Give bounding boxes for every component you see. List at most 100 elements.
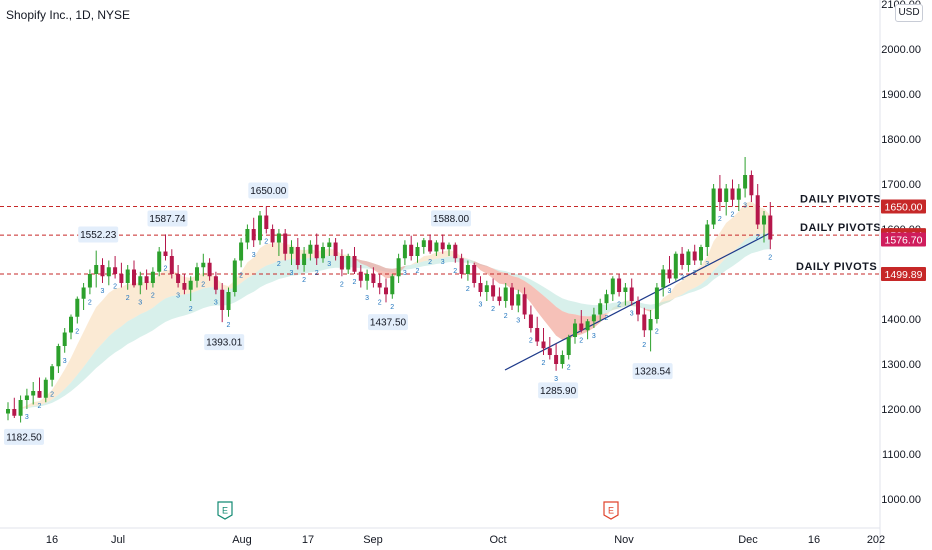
earnings-icon [217,501,233,520]
candle-body [289,247,294,254]
candle-body [692,251,697,261]
count-label: 3 [479,302,483,309]
candle-body [472,265,477,283]
count-label: 3 [630,311,634,318]
candle-body [94,265,99,274]
candle-body [762,215,766,225]
price-axis[interactable]: 1000.001100.001200.001300.001400.001500.… [881,0,926,506]
candle-body [213,276,218,290]
count-label: 2 [655,329,659,336]
candle-body [528,314,533,328]
candle-body [749,175,754,196]
candle-body [251,229,256,241]
candle-body [371,274,376,283]
candle-body [62,332,67,346]
candle-body [768,215,773,240]
candle-body [12,409,17,416]
candle-body [642,314,647,331]
candle-body [680,253,685,265]
count-label: 2 [491,306,495,313]
candle-body [711,188,716,225]
x-tick-label: 17 [302,534,314,546]
candle-body [717,188,722,202]
count-label: 3 [441,259,445,266]
candle-body [327,242,332,247]
candle-body [409,244,414,256]
count-label: 2 [340,281,344,288]
y-tick-label: 1900.00 [881,89,921,101]
candle-body [384,287,388,295]
count-label: 2 [88,299,92,306]
candle-body [629,287,634,301]
candle-body [276,233,281,243]
bearish-ma-band [644,308,651,312]
earnings-icon [603,501,619,520]
candle-body [566,337,571,355]
candle-body [447,244,451,250]
candle-body [510,287,514,306]
candle-body [239,242,244,261]
candle-body [396,258,401,277]
count-label: 2 [264,239,268,246]
x-tick-label: Dec [738,534,758,546]
candle-body [56,346,61,367]
candle-body [598,303,603,315]
candle-body [516,294,521,306]
candle-body [138,276,143,286]
y-tick-label: 1700.00 [881,179,921,191]
candle-body [648,319,653,331]
candle-body [132,269,136,286]
price-annotation-box [147,210,188,227]
pivot-label: DAILY PIVOTS [800,222,881,234]
y-tick-label: 1200.00 [881,404,921,416]
count-label: 2 [239,272,243,279]
count-label: 2 [605,315,609,322]
count-label: 2 [390,304,394,311]
candle-body [308,244,313,254]
candle-body [169,256,174,274]
count-label: 2 [416,268,420,275]
x-tick-label: Aug [232,534,252,546]
earnings-marker[interactable]: E [217,501,233,520]
price-annotation-box [632,363,673,380]
pivot-price-tag-bg [881,199,926,214]
count-label: 3 [668,288,672,295]
time-axis[interactable]: 16 Jul Aug 17 Sep Oct Nov Dec 16 202 [46,534,885,546]
price-annotation-box [538,382,579,399]
candle-body [503,287,508,301]
candle-body [673,253,678,279]
candle-body [484,285,489,292]
candle-body [75,298,80,317]
price-annotation-box [204,334,245,351]
price-annotation-box [248,182,289,199]
count-label: 2 [466,286,470,293]
earnings-marker[interactable]: E [603,501,619,520]
candle-body [428,240,433,252]
candle-body [547,348,552,355]
bearish-ma-band [354,258,405,279]
count-label: 2 [353,279,357,286]
candle-body [724,188,729,202]
currency-badge[interactable]: USD [895,4,923,22]
earnings-marker-text: E [608,506,614,516]
candle-body [81,287,86,299]
bearish-ma-band [474,261,607,340]
count-label: 2 [428,259,432,266]
count-label: 3 [176,293,180,300]
x-tick-label: 16 [46,534,58,546]
count-label: 3 [101,288,105,295]
candle-body [144,276,149,283]
candle-body [37,391,42,398]
candle-body [150,271,155,283]
count-label: 3 [516,317,520,324]
y-tick-label: 1000.00 [881,494,921,506]
moving-average-bands [8,201,771,411]
count-label: 3 [138,299,142,306]
candle-body [113,267,118,274]
count-label: 2 [617,302,621,309]
candle-body [264,215,269,229]
price-annotation-text: 1285.90 [540,386,577,397]
count-label: 2 [504,313,508,320]
